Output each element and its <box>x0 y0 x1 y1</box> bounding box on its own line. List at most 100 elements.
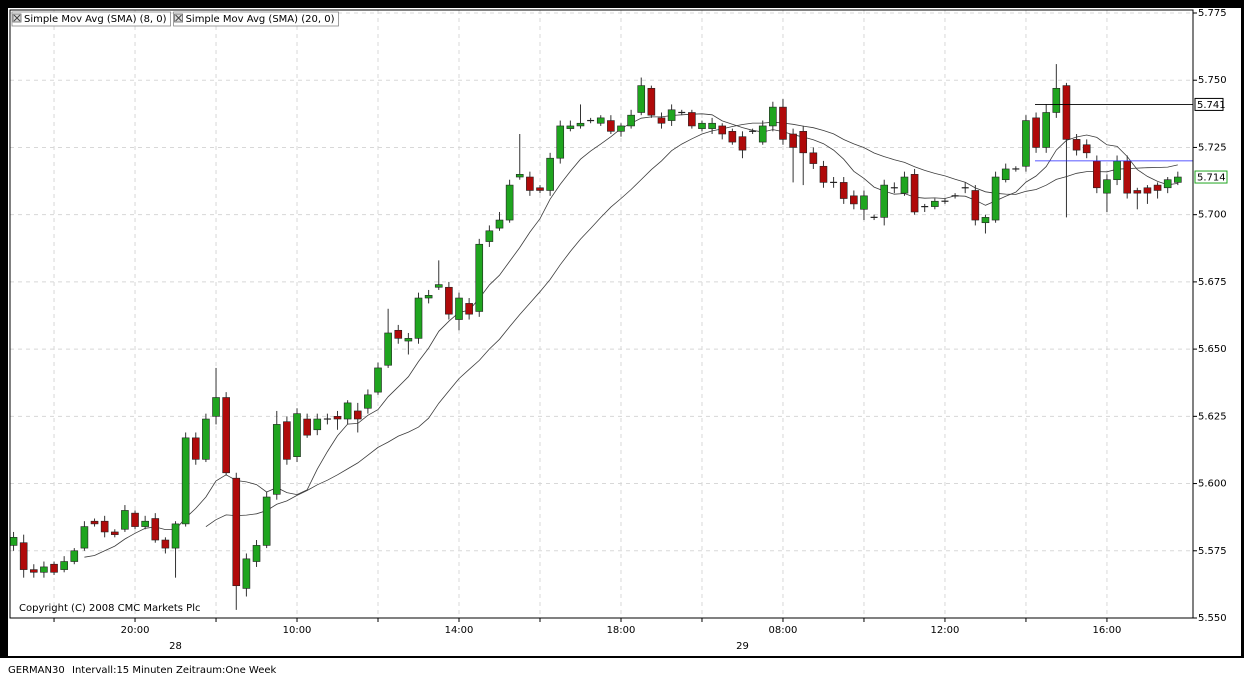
status-bar <box>0 658 1244 675</box>
candle-body <box>212 397 220 417</box>
sma-line <box>205 121 1178 528</box>
candle-body <box>839 182 848 199</box>
candle-body <box>475 243 484 312</box>
price-label: 5.741 <box>1197 100 1226 111</box>
candle-body <box>556 125 565 159</box>
candle-body <box>900 176 909 194</box>
candle-body <box>9 537 18 546</box>
y-tick-label: 5.575 <box>1198 546 1227 557</box>
candle-body <box>505 184 514 221</box>
copyright: Copyright (C) 2008 CMC Markets Plc <box>19 603 200 614</box>
symbol: GERMAN30 <box>8 665 65 675</box>
x-tick-label: 08:00 <box>769 625 798 636</box>
candle-body <box>667 109 676 121</box>
candle-body <box>1032 117 1040 148</box>
candle-body <box>283 421 291 460</box>
plot-frame <box>9 9 1194 619</box>
legend-item: Simple Mov Avg (SMA) (8, 0) <box>11 11 171 27</box>
candle-body <box>232 477 241 587</box>
candle-body <box>1163 179 1172 189</box>
y-tick-label: 5.725 <box>1198 142 1227 153</box>
legend-icon-x <box>175 14 182 22</box>
x-tick-label: 18:00 <box>607 625 636 636</box>
candle-body <box>1153 184 1162 191</box>
legend-box <box>11 11 171 27</box>
candle-body <box>313 418 322 431</box>
candle-body <box>414 297 423 339</box>
y-tick-label: 5.750 <box>1198 75 1227 86</box>
candle-body <box>293 413 301 457</box>
price-label-box <box>1194 97 1224 111</box>
y-tick-label: 5.775 <box>1198 8 1227 19</box>
candle-body <box>819 165 828 183</box>
candle-body <box>242 558 251 589</box>
candle-body <box>566 125 575 129</box>
candle-body <box>424 295 433 299</box>
candle-body <box>202 418 210 460</box>
chart-panel <box>8 8 1241 656</box>
candle-body <box>29 569 38 573</box>
candle-body <box>1123 160 1131 194</box>
candle-body <box>364 394 372 409</box>
candle-body <box>1113 160 1121 181</box>
candle-body <box>404 338 413 342</box>
candle-body <box>546 157 554 191</box>
legend-icon-x <box>13 14 21 22</box>
candle-body <box>607 120 615 132</box>
candle-body <box>60 561 68 570</box>
candle-body <box>769 106 777 127</box>
candle-body <box>1103 179 1111 194</box>
last-price-box <box>1194 170 1228 184</box>
candle-body <box>799 131 808 154</box>
candle-body <box>1082 144 1091 154</box>
candle-body <box>394 329 403 339</box>
legend-box <box>173 11 339 27</box>
candle-body <box>688 112 696 127</box>
candle-body <box>779 106 787 140</box>
y-tick-label: 5.550 <box>1198 613 1227 624</box>
candle-body <box>222 397 230 474</box>
candle-body <box>1143 187 1152 194</box>
candle-body <box>70 550 79 562</box>
candle-body <box>80 526 89 549</box>
x-tick-label: 20:00 <box>121 625 150 636</box>
x-tick-label: 10:00 <box>283 625 312 636</box>
date-label: 29 <box>736 641 749 652</box>
candle-body <box>171 523 180 549</box>
candle-body <box>758 125 767 143</box>
candle-body <box>738 136 747 151</box>
candle-body <box>100 520 109 533</box>
candle-body <box>374 367 382 393</box>
candle-body <box>19 542 28 570</box>
candle-body <box>303 418 311 436</box>
x-tick-label: 14:00 <box>445 625 474 636</box>
candle-body <box>515 174 524 178</box>
candle-body <box>971 190 980 221</box>
candle-body <box>850 195 858 205</box>
candle-body <box>637 85 646 113</box>
candle-body <box>1052 87 1061 113</box>
candle-body <box>141 520 149 527</box>
candle-body <box>1042 112 1051 148</box>
candle-body <box>181 437 190 525</box>
candle-body <box>131 512 139 527</box>
y-tick-label: 5.600 <box>1198 479 1227 490</box>
candle-body <box>485 230 494 242</box>
candle-body <box>151 518 160 541</box>
candle-body <box>981 217 990 224</box>
candle-body <box>343 402 352 420</box>
timeframe: Zeitraum:One Week <box>176 665 277 675</box>
candle-body <box>698 122 706 129</box>
candle-body <box>526 176 534 191</box>
x-tick-label: 12:00 <box>931 625 960 636</box>
candle-body <box>647 87 656 116</box>
y-tick-label: 5.650 <box>1198 344 1227 355</box>
candle-body <box>627 114 635 127</box>
candle-body <box>617 125 625 132</box>
y-tick-label: 5.700 <box>1198 210 1227 221</box>
candle-body <box>445 286 453 315</box>
candle-body <box>931 200 939 207</box>
candle-body <box>252 545 261 562</box>
